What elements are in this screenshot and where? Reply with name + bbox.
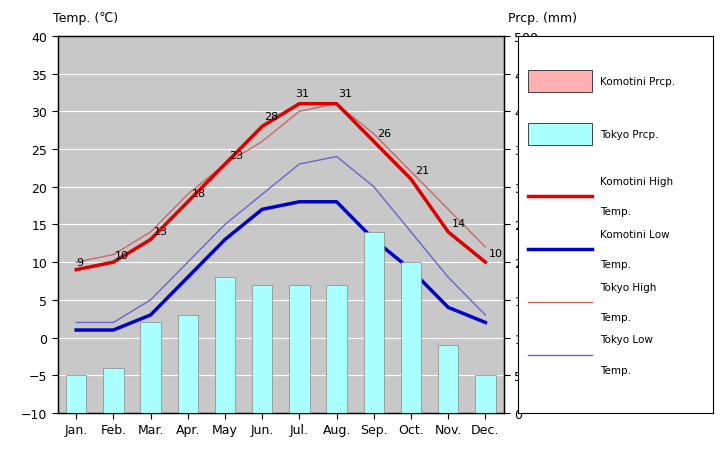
- Text: 28: 28: [264, 112, 279, 122]
- Text: 23: 23: [229, 151, 243, 161]
- Text: 31: 31: [296, 89, 310, 98]
- Bar: [364, 232, 384, 413]
- Bar: [438, 345, 459, 413]
- Text: Prcp. (mm): Prcp. (mm): [508, 12, 577, 25]
- Text: Temp.: Temp.: [600, 207, 631, 217]
- FancyBboxPatch shape: [528, 71, 593, 93]
- Bar: [66, 375, 86, 413]
- Bar: [326, 285, 347, 413]
- Text: Temp.: Temp.: [600, 312, 631, 322]
- Text: 10: 10: [489, 249, 503, 259]
- Text: Temp.: Temp.: [600, 259, 631, 269]
- Text: 21: 21: [415, 166, 429, 176]
- Bar: [475, 375, 495, 413]
- Bar: [103, 368, 124, 413]
- Text: Tokyo Low: Tokyo Low: [600, 335, 653, 345]
- FancyBboxPatch shape: [528, 123, 593, 146]
- Text: Komotini High: Komotini High: [600, 177, 673, 187]
- Text: 10: 10: [115, 250, 130, 260]
- Bar: [289, 285, 310, 413]
- Bar: [140, 323, 161, 413]
- Text: 13: 13: [154, 226, 168, 236]
- Text: 9: 9: [76, 258, 84, 268]
- Text: 14: 14: [452, 218, 466, 229]
- Bar: [178, 315, 198, 413]
- Text: 31: 31: [338, 89, 353, 98]
- Bar: [401, 263, 421, 413]
- Text: 18: 18: [192, 189, 206, 199]
- Text: Komotini Low: Komotini Low: [600, 230, 670, 239]
- Text: Temp.: Temp.: [600, 365, 631, 375]
- Text: Komotini Prcp.: Komotini Prcp.: [600, 77, 675, 87]
- Bar: [252, 285, 272, 413]
- Text: Temp. (℃): Temp. (℃): [53, 12, 118, 25]
- Text: Tokyo High: Tokyo High: [600, 282, 657, 292]
- Text: 26: 26: [377, 129, 392, 138]
- Text: Tokyo Prcp.: Tokyo Prcp.: [600, 129, 658, 140]
- Bar: [215, 278, 235, 413]
